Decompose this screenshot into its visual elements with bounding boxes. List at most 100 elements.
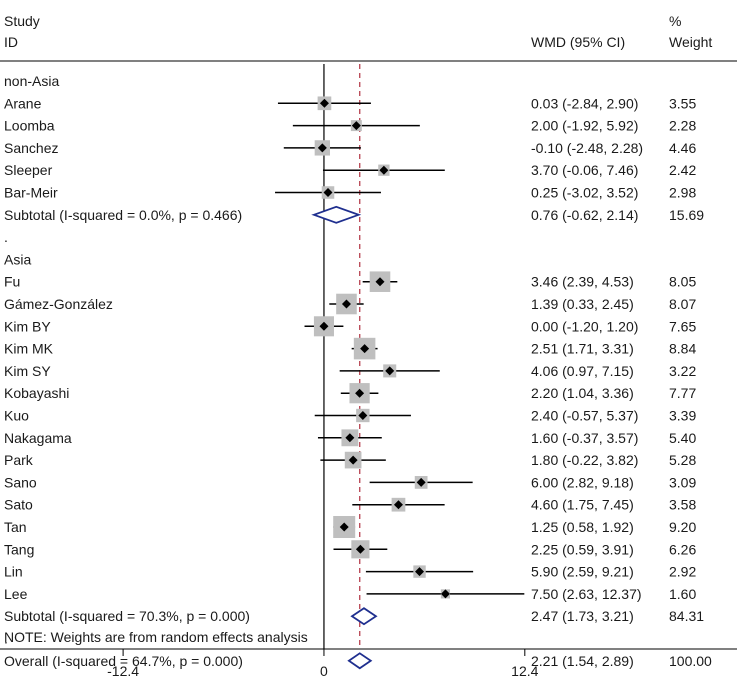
row-study: Kuo 2.40 (-0.57, 5.37) 3.39 — [4, 408, 696, 424]
point-estimate — [319, 321, 329, 331]
row-study: Sato 4.60 (1.75, 7.45) 3.58 — [4, 497, 696, 513]
subtotal-label: Subtotal (I-squared = 0.0%, p = 0.466) — [4, 207, 242, 223]
ci-text: 2.47 (1.73, 3.21) — [531, 608, 634, 624]
weight-text: 3.58 — [669, 497, 696, 513]
row-study: Loomba 2.00 (-1.92, 5.92) 2.28 — [4, 118, 696, 134]
group-label: Asia — [4, 251, 31, 267]
ci-text: 0.76 (-0.62, 2.14) — [531, 207, 638, 223]
ci-text: 2.51 (1.71, 3.31) — [531, 341, 634, 357]
ci-text: 1.80 (-0.22, 3.82) — [531, 452, 638, 468]
point-estimate — [415, 567, 425, 577]
ci-text: 3.46 (2.39, 4.53) — [531, 274, 634, 290]
point-estimate — [393, 500, 403, 510]
weight-text: 8.07 — [669, 296, 696, 312]
ci-text: 7.50 (2.63, 12.37) — [531, 586, 642, 602]
ci-text: 3.70 (-0.06, 7.46) — [531, 162, 638, 178]
study-label: Lin — [4, 564, 23, 580]
tick-label: -12.4 — [107, 663, 139, 679]
ci-text: 1.60 (-0.37, 3.57) — [531, 430, 638, 446]
study-label: Arane — [4, 95, 42, 111]
subtotal-diamond — [350, 607, 378, 626]
study-label: Kim BY — [4, 318, 51, 334]
row-group: non-Asia — [4, 73, 59, 89]
study-label: Tang — [4, 541, 34, 557]
weight-text: 8.84 — [669, 341, 696, 357]
row-study: Bar-Meir 0.25 (-3.02, 3.52) 2.98 — [4, 185, 696, 201]
row-study: Kim MK 2.51 (1.71, 3.31) 8.84 — [4, 337, 696, 360]
ci-text: 2.20 (1.04, 3.36) — [531, 385, 634, 401]
overall-label: Overall (I-squared = 64.7%, p = 0.000) — [4, 653, 243, 669]
weight-text: 2.42 — [669, 162, 696, 178]
row-study: Arane 0.03 (-2.84, 2.90) 3.55 — [4, 95, 696, 111]
rows: non-Asia Arane 0.03 (-2.84, 2.90) 3.55 Loomb… — [4, 73, 712, 670]
row-study: Gámez-González 1.39 (0.33, 2.45) 8.07 — [4, 293, 696, 315]
weight-text: 3.55 — [669, 95, 696, 111]
study-label: Nakagama — [4, 430, 72, 446]
ci-text: 4.06 (0.97, 7.15) — [531, 363, 634, 379]
weight-text: 7.77 — [669, 385, 696, 401]
row-dot: . — [4, 229, 8, 245]
point-estimate — [341, 299, 351, 309]
dot-label: . — [4, 229, 8, 245]
ci-text: 5.90 (2.59, 9.21) — [531, 564, 634, 580]
row-study: Kim SY 4.06 (0.97, 7.15) 3.22 — [4, 363, 696, 379]
ci-text: 6.00 (2.82, 9.18) — [531, 474, 634, 490]
ci-text: 0.00 (-1.20, 1.20) — [531, 318, 638, 334]
weight-text: 8.05 — [669, 274, 696, 290]
point-estimate — [385, 366, 395, 376]
row-study: Sleeper 3.70 (-0.06, 7.46) 2.42 — [4, 162, 696, 178]
row-study: Fu 3.46 (2.39, 4.53) 8.05 — [4, 271, 696, 292]
row-study: Tang 2.25 (0.59, 3.91) 6.26 — [4, 540, 696, 559]
study-label: Kobayashi — [4, 385, 69, 401]
row-study: Park 1.80 (-0.22, 3.82) 5.28 — [4, 451, 696, 469]
row-group: Asia — [4, 251, 31, 267]
header: Study ID WMD (95% CI) % Weight — [4, 13, 712, 50]
tick-label: 0 — [320, 663, 328, 679]
point-estimate — [351, 121, 361, 131]
point-estimate — [317, 143, 327, 153]
ci-text: 2.00 (-1.92, 5.92) — [531, 118, 638, 134]
weight-text: 2.92 — [669, 564, 696, 580]
weight-text: 2.28 — [669, 118, 696, 134]
study-label: Park — [4, 452, 34, 468]
point-estimate — [416, 477, 426, 487]
study-label: Sanchez — [4, 140, 58, 156]
weight-text: 15.69 — [669, 207, 704, 223]
row-study: Lee 7.50 (2.63, 12.37) 1.60 — [4, 586, 696, 602]
weight-text: 5.40 — [669, 430, 696, 446]
point-estimate — [355, 544, 365, 554]
ci-text: 2.21 (1.54, 2.89) — [531, 653, 634, 669]
ci-text: -0.10 (-2.48, 2.28) — [531, 140, 643, 156]
dot-label: . — [4, 631, 8, 647]
study-label: Gámez-González — [4, 296, 113, 312]
header-id: ID — [4, 34, 18, 50]
point-estimate — [345, 433, 355, 443]
tick-label: 12.4 — [511, 663, 538, 679]
ci-text: 2.25 (0.59, 3.91) — [531, 541, 634, 557]
point-estimate — [319, 98, 329, 108]
point-estimate — [323, 188, 333, 197]
study-label: Sano — [4, 474, 37, 490]
ci-text: 2.40 (-0.57, 5.37) — [531, 408, 638, 424]
ci-text: 0.25 (-3.02, 3.52) — [531, 185, 638, 201]
weight-text: 6.26 — [669, 541, 696, 557]
ci-text: 1.39 (0.33, 2.45) — [531, 296, 634, 312]
weight-text: 5.28 — [669, 452, 696, 468]
subtotal-diamond — [311, 205, 362, 224]
ci-text: 0.03 (-2.84, 2.90) — [531, 95, 638, 111]
weight-text: 100.00 — [669, 653, 712, 669]
row-overall: Overall (I-squared = 64.7%, p = 0.000) 2.… — [4, 652, 712, 670]
row-dot: . — [4, 631, 8, 647]
point-estimate — [360, 344, 370, 354]
study-label: Kim MK — [4, 341, 54, 357]
study-label: Loomba — [4, 118, 55, 134]
row-study: Nakagama 1.60 (-0.37, 3.57) 5.40 — [4, 429, 696, 447]
weight-text: 3.22 — [669, 363, 696, 379]
row-study: Kim BY 0.00 (-1.20, 1.20) 7.65 — [4, 316, 696, 337]
note: NOTE: Weights are from random effects an… — [4, 629, 308, 645]
row-subtotal: Subtotal (I-squared = 70.3%, p = 0.000) 2… — [4, 607, 704, 626]
ci-text: 1.25 (0.58, 1.92) — [531, 519, 634, 535]
point-estimate — [358, 411, 368, 420]
group-label: non-Asia — [4, 73, 59, 89]
